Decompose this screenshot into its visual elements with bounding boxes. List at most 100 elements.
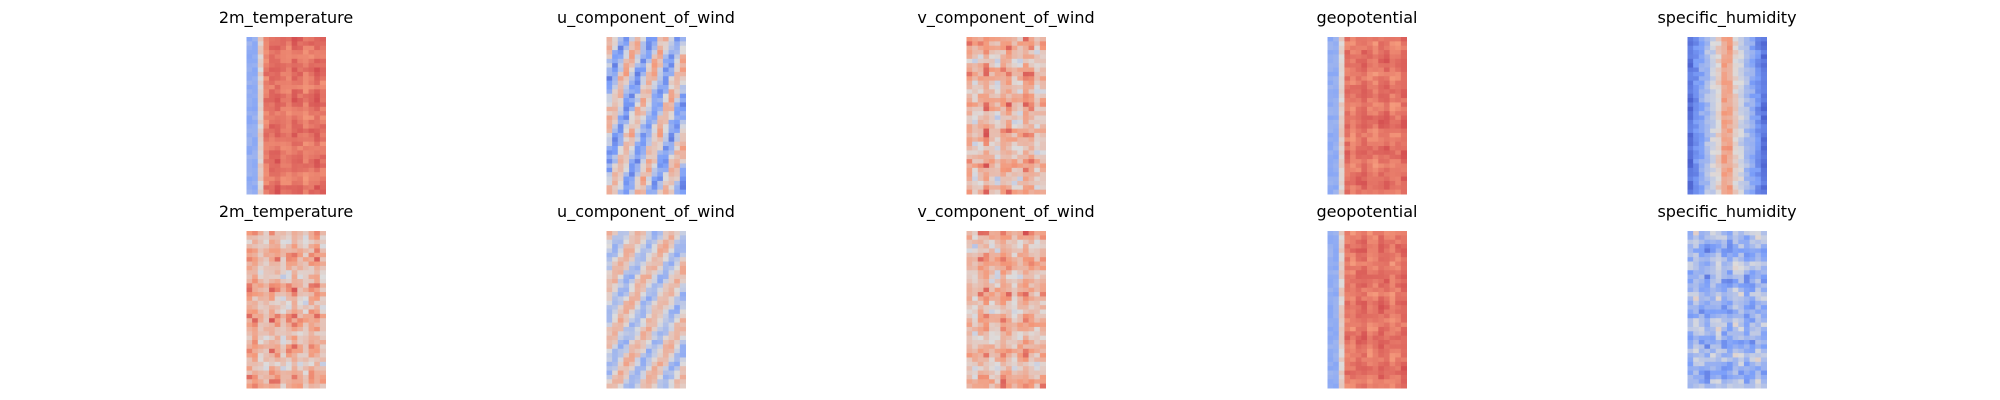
heatmap-cell [1338,119,1345,125]
heatmap-cell [629,80,636,86]
heatmap-cell [623,239,630,245]
heatmap-cell [651,180,658,186]
heatmap-cell [314,257,321,263]
heatmap-cell [1338,37,1345,42]
heatmap-cell [314,154,321,160]
heatmap-cell [1327,128,1334,134]
heatmap-cell [1704,45,1711,51]
heatmap-cell [640,274,647,280]
heatmap-cell [657,361,664,367]
heatmap-cell [246,102,253,108]
heatmap-cell [302,370,310,376]
heatmap-cell [668,124,675,130]
heatmap-cell [297,370,304,376]
heatmap-cell [646,235,653,241]
heatmap-cell [1022,261,1030,267]
heatmap-cell [269,172,276,178]
heatmap-cell [1372,261,1379,267]
heatmap-cell [269,58,276,64]
heatmap-cell [989,37,996,42]
heatmap-cell [651,58,658,64]
heatmap-cell [1389,348,1396,354]
heatmap-cell [314,185,321,191]
heatmap-cell [1367,41,1374,47]
heatmap-cell [1755,300,1762,306]
heatmap-cell [1000,189,1007,195]
heatmap-cell [252,370,259,376]
heatmap-cell [291,257,298,263]
heatmap-cell [983,265,990,271]
heatmap-cell [966,383,973,389]
heatmap-cell [1395,274,1402,280]
heatmap-cell [291,239,298,245]
heatmap-cell [623,37,630,42]
heatmap-cell [668,331,675,337]
heatmap-cell [1355,76,1362,82]
heatmap-cell [679,128,686,134]
heatmap-cell [977,374,984,380]
heatmap-cell [1732,274,1739,280]
heatmap-cell [246,374,253,380]
heatmap-cell [1327,379,1334,385]
heatmap-cell [1760,313,1767,319]
heatmap-cell [1372,318,1379,324]
heatmap-cell [308,146,315,151]
heatmap-cell [308,374,315,380]
heatmap-cell [246,252,253,258]
heatmap-cell [1028,146,1035,151]
heatmap-cell [612,115,619,121]
heatmap-cell [291,63,298,69]
heatmap-cell [1355,274,1362,280]
heatmap-cell [1361,141,1368,147]
heatmap-cell [1006,54,1013,60]
heatmap-cell [314,106,321,112]
heatmap-cell [966,283,973,289]
heatmap-cell [274,231,281,236]
heatmap-cell [634,231,641,236]
heatmap-cell [252,50,259,55]
heatmap-cell [1400,93,1407,99]
heatmap-cell [646,239,653,245]
heatmap-cell [1738,348,1745,354]
heatmap-cell [1743,146,1751,151]
heatmap-cell [1715,344,1722,350]
heatmap-cell [1028,172,1035,178]
heatmap-cell [972,172,979,178]
heatmap-cell [1361,283,1368,289]
heatmap-cell [1350,50,1357,55]
heatmap-cell [1721,106,1728,112]
heatmap-cell [983,180,990,186]
heatmap-cell [1344,244,1351,249]
heatmap-cell [1760,270,1767,276]
heatmap-cell [286,115,293,121]
heatmap-cell [983,146,990,151]
heatmap-cell [1017,348,1024,354]
heatmap-cell [1350,37,1357,42]
heatmap-cell [291,353,298,358]
heatmap-cell [1028,84,1035,90]
heatmap-cell [1400,313,1407,319]
heatmap-cell [1367,374,1374,380]
heatmap-cell [1028,180,1035,186]
heatmap-cell [308,41,315,47]
heatmap-cell [1338,89,1345,95]
heatmap-cell [1698,348,1705,354]
heatmap-cell [1715,274,1722,280]
heatmap-cell [1704,309,1711,315]
heatmap-cell [651,361,658,367]
heatmap-cell [989,93,996,99]
heatmap-cell [972,154,979,160]
heatmap-cell [634,313,641,319]
heatmap-cell [1333,292,1340,297]
heatmap-cell [263,244,270,249]
heatmap-cell [657,102,664,108]
heatmap-cell [674,132,681,138]
heatmap-cell [319,292,326,297]
heatmap-cell [1687,128,1694,134]
heatmap-cell [1738,102,1745,108]
heatmap-cell [634,67,641,73]
heatmap-cell [274,348,281,354]
heatmap-cell [662,115,670,121]
heatmap-cell [1006,296,1013,302]
heatmap-cell [640,235,647,241]
